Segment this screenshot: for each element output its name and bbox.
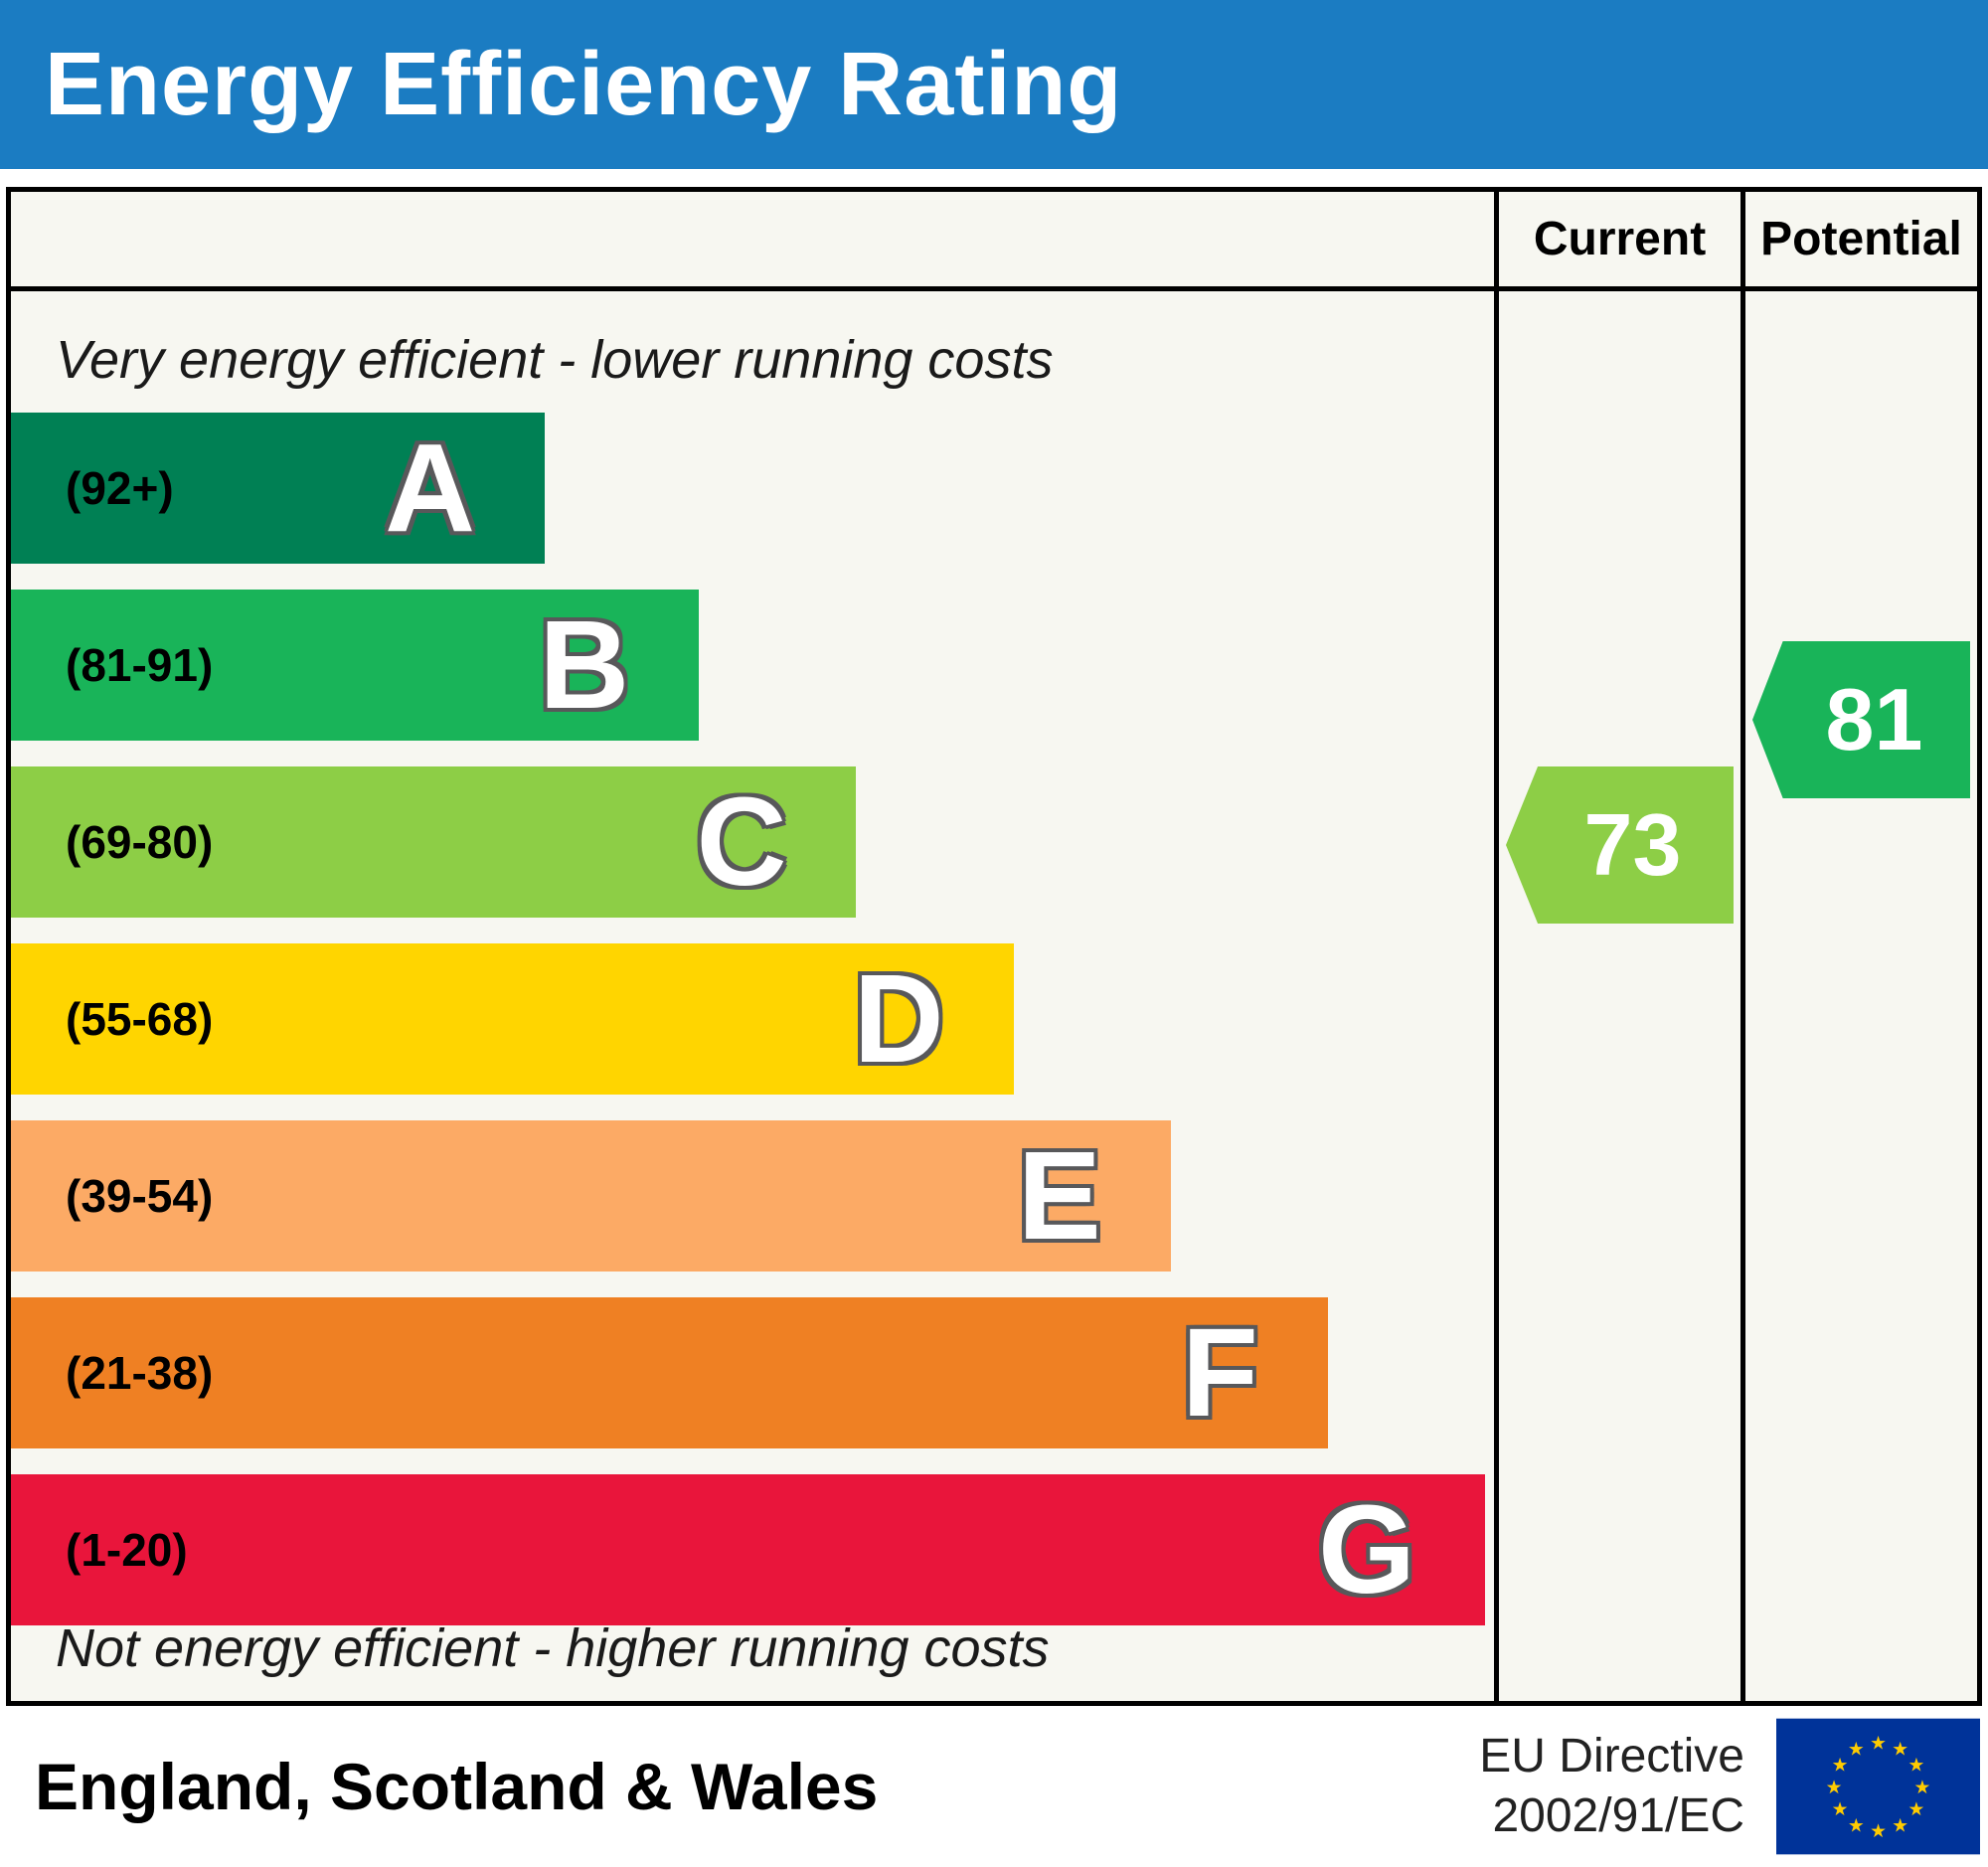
- current-column-header: Current: [1494, 192, 1740, 286]
- svg-text:★: ★: [1908, 1799, 1925, 1820]
- band-d-range-label: (55-68): [66, 993, 214, 1045]
- band-g-bar: (1-20) G: [11, 1474, 1486, 1625]
- eu-directive-line2: 2002/91/EC: [1492, 1789, 1744, 1842]
- top-note: Very energy efficient - lower running co…: [56, 330, 1054, 390]
- svg-text:★: ★: [1908, 1756, 1925, 1777]
- footer: England, Scotland & Wales EU Directive 2…: [0, 1706, 1988, 1867]
- epc-table: Current Potential Very energy efficient …: [6, 187, 1982, 1706]
- chart-title-bar: Energy Efficiency Rating: [0, 0, 1988, 169]
- band-c-bar: (69-80) C: [11, 766, 857, 918]
- svg-text:★: ★: [1892, 1739, 1908, 1760]
- band-e-bar: (39-54) E: [11, 1120, 1171, 1272]
- svg-text:★: ★: [1848, 1739, 1865, 1760]
- band-g-letter: G: [1318, 1479, 1416, 1619]
- eu-flag-icon: ★ ★ ★ ★ ★ ★ ★ ★ ★ ★ ★ ★: [1776, 1718, 1980, 1855]
- band-a-letter: A: [385, 418, 476, 558]
- band-c-range-label: (69-80): [66, 816, 214, 868]
- band-c-letter: C: [696, 771, 787, 912]
- eu-directive-label: EU Directive 2002/91/EC: [1479, 1727, 1744, 1846]
- band-f-letter: F: [1181, 1302, 1258, 1443]
- eu-directive-line1: EU Directive: [1479, 1730, 1744, 1782]
- svg-text:★: ★: [1870, 1733, 1887, 1754]
- svg-text:★: ★: [1913, 1778, 1930, 1798]
- bands-header-spacer: [11, 192, 1494, 286]
- band-g-range-label: (1-20): [66, 1524, 188, 1576]
- svg-text:★: ★: [1870, 1821, 1887, 1842]
- band-b-bar: (81-91) B: [11, 590, 700, 741]
- band-b-range-label: (81-91): [66, 639, 214, 691]
- band-e-range-label: (39-54): [66, 1170, 214, 1222]
- potential-column-header: Potential: [1740, 192, 1977, 286]
- band-f-range-label: (21-38): [66, 1347, 214, 1399]
- svg-text:★: ★: [1832, 1799, 1849, 1820]
- bottom-note: Not energy efficient - higher running co…: [56, 1618, 1050, 1678]
- bands-list: (92+) A (81-91) B (69-80) C (55-68) D: [11, 413, 1494, 1625]
- bands-area: Very energy efficient - lower running co…: [11, 291, 1494, 1701]
- chart-title: Energy Efficiency Rating: [45, 34, 1123, 134]
- region-label: England, Scotland & Wales: [35, 1750, 879, 1823]
- svg-text:★: ★: [1832, 1756, 1849, 1777]
- band-d-letter: D: [853, 948, 944, 1089]
- column-header-row: Current Potential: [11, 192, 1977, 291]
- svg-text:★: ★: [1826, 1778, 1843, 1798]
- band-d-bar: (55-68) D: [11, 943, 1014, 1095]
- band-a-range-label: (92+): [66, 462, 174, 514]
- current-rating-arrow: 73: [1506, 766, 1734, 924]
- svg-text:★: ★: [1848, 1815, 1865, 1836]
- potential-rating-arrow: 81: [1752, 641, 1970, 798]
- current-column: 73: [1494, 291, 1740, 1701]
- potential-column: 81: [1740, 291, 1977, 1701]
- potential-rating-value: 81: [1825, 670, 1923, 768]
- band-b-letter: B: [539, 594, 630, 735]
- svg-text:★: ★: [1892, 1815, 1908, 1836]
- band-f-bar: (21-38) F: [11, 1297, 1328, 1448]
- current-rating-value: 73: [1583, 795, 1682, 894]
- band-e-letter: E: [1017, 1125, 1101, 1266]
- band-a-bar: (92+) A: [11, 413, 546, 564]
- chart-body: Very energy efficient - lower running co…: [11, 291, 1977, 1701]
